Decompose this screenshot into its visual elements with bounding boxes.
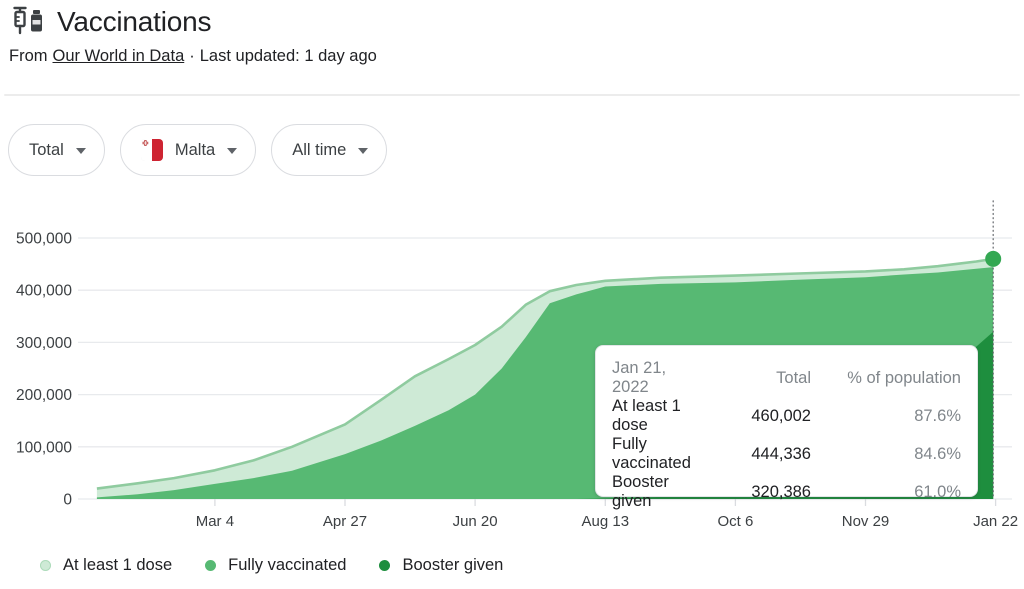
chevron-down-icon bbox=[227, 148, 238, 154]
time-range-dropdown-label: All time bbox=[292, 140, 347, 159]
legend-label: Fully vaccinated bbox=[228, 556, 347, 574]
legend-item-at-least-1-dose: At least 1 dose bbox=[40, 556, 172, 575]
tooltip-row-pct: 84.6% bbox=[914, 444, 961, 463]
source-line: From Our World in Data · Last updated: 1… bbox=[9, 47, 377, 66]
legend-dot bbox=[379, 560, 391, 571]
tooltip-row-total: 444,336 bbox=[751, 444, 811, 463]
tooltip-row-pct: 87.6% bbox=[914, 406, 961, 425]
legend-label: At least 1 dose bbox=[63, 556, 173, 574]
y-axis-label: 200,000 bbox=[16, 387, 72, 404]
tooltip-col-total: Total bbox=[776, 368, 811, 387]
header-divider bbox=[4, 94, 1020, 96]
tooltip-row-total: 320,386 bbox=[751, 482, 811, 501]
source-prefix: From bbox=[9, 47, 48, 65]
legend-dot bbox=[205, 560, 217, 571]
chevron-down-icon bbox=[75, 148, 86, 154]
chart-legend: At least 1 dose Fully vaccinated Booster… bbox=[40, 556, 503, 575]
country-dropdown[interactable]: Malta bbox=[119, 124, 257, 176]
vaccinations-chart[interactable]: 0 100,000 200,000 300,000 400,000 500,000 Mar … bbox=[0, 195, 1024, 545]
x-axis-label: Jan 22 bbox=[973, 513, 1018, 530]
x-axis-label: Aug 13 bbox=[582, 513, 630, 530]
legend-label: Booster given bbox=[402, 556, 504, 574]
hover-point-marker bbox=[985, 250, 1002, 267]
malta-flag-icon bbox=[140, 139, 163, 161]
legend-item-fully-vaccinated: Fully vaccinated bbox=[205, 556, 346, 575]
y-axis-label: 0 bbox=[63, 492, 72, 509]
vaccine-syringe-icon bbox=[10, 5, 48, 39]
metric-dropdown-label: Total bbox=[29, 140, 64, 159]
chevron-down-icon bbox=[358, 148, 369, 154]
x-axis-label: Apr 27 bbox=[323, 513, 367, 530]
page-title: Vaccinations bbox=[57, 6, 212, 37]
x-axis-label: Oct 6 bbox=[717, 513, 753, 530]
country-dropdown-label: Malta bbox=[174, 140, 216, 159]
tooltip-row-label: Fully vaccinated bbox=[612, 435, 691, 472]
tooltip-row-total: 460,002 bbox=[751, 406, 811, 425]
tooltip-row-label: Booster given bbox=[612, 473, 669, 510]
legend-dot bbox=[40, 560, 51, 571]
last-updated-text: Last updated: 1 day ago bbox=[199, 47, 377, 65]
y-axis-label: 300,000 bbox=[16, 335, 72, 352]
tooltip-row-label: At least 1 dose bbox=[612, 397, 681, 434]
y-axis-label: 500,000 bbox=[16, 231, 72, 248]
tooltip-date: Jan 21, 2022 bbox=[612, 359, 667, 396]
legend-item-booster-given: Booster given bbox=[379, 556, 503, 575]
x-axis-label: Nov 29 bbox=[842, 513, 890, 530]
source-link[interactable]: Our World in Data bbox=[52, 47, 185, 65]
tooltip-row-pct: 61.0% bbox=[914, 482, 961, 501]
y-axis-label: 400,000 bbox=[16, 283, 72, 300]
metric-dropdown[interactable]: Total bbox=[8, 124, 105, 176]
line-at-least-1-dose bbox=[96, 257, 994, 490]
panel-header: Vaccinations bbox=[10, 5, 211, 39]
dot-separator: · bbox=[189, 47, 195, 65]
x-axis-label: Jun 20 bbox=[453, 513, 498, 530]
chart-tooltip: Jan 21, 2022 Total % of population At le… bbox=[595, 345, 978, 510]
x-axis-label: Mar 4 bbox=[196, 513, 234, 530]
tooltip-col-pct: % of population bbox=[847, 368, 961, 387]
filter-bar: Total Malta All time bbox=[8, 124, 388, 176]
time-range-dropdown[interactable]: All time bbox=[271, 124, 388, 176]
y-axis-label: 100,000 bbox=[16, 439, 72, 456]
